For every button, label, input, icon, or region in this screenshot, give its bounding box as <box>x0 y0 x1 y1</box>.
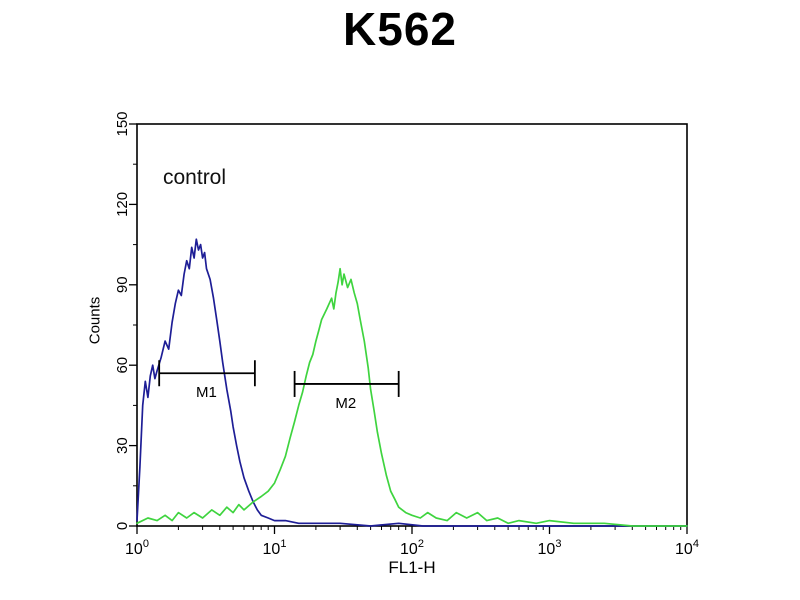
y-tick-label: 0 <box>114 522 131 530</box>
y-tick-label: 90 <box>114 276 131 293</box>
x-tick-label: 103 <box>538 538 562 558</box>
x-tick-label: 100 <box>125 538 149 558</box>
gate-M1: M1 <box>158 360 256 401</box>
x-tick-label: 102 <box>400 538 424 558</box>
blue-histogram-control-curve <box>136 238 688 527</box>
chart-title: K562 <box>343 3 457 55</box>
plot-frame <box>136 123 688 527</box>
x-axis-label: FL1-H <box>388 558 436 577</box>
y-tick-label: 60 <box>114 357 131 374</box>
gate-M2: M2 <box>293 370 400 412</box>
x-tick-label: 104 <box>675 538 699 558</box>
green-histogram-curve <box>136 267 688 527</box>
y-tick-label: 120 <box>114 192 131 217</box>
control-annotation: control <box>163 166 227 189</box>
y-tick-label: 150 <box>114 111 131 136</box>
gate-label: M2 <box>335 395 356 412</box>
x-tick-label: 101 <box>263 538 287 558</box>
y-tick-label: 30 <box>114 437 131 454</box>
gate-label: M1 <box>196 384 217 401</box>
